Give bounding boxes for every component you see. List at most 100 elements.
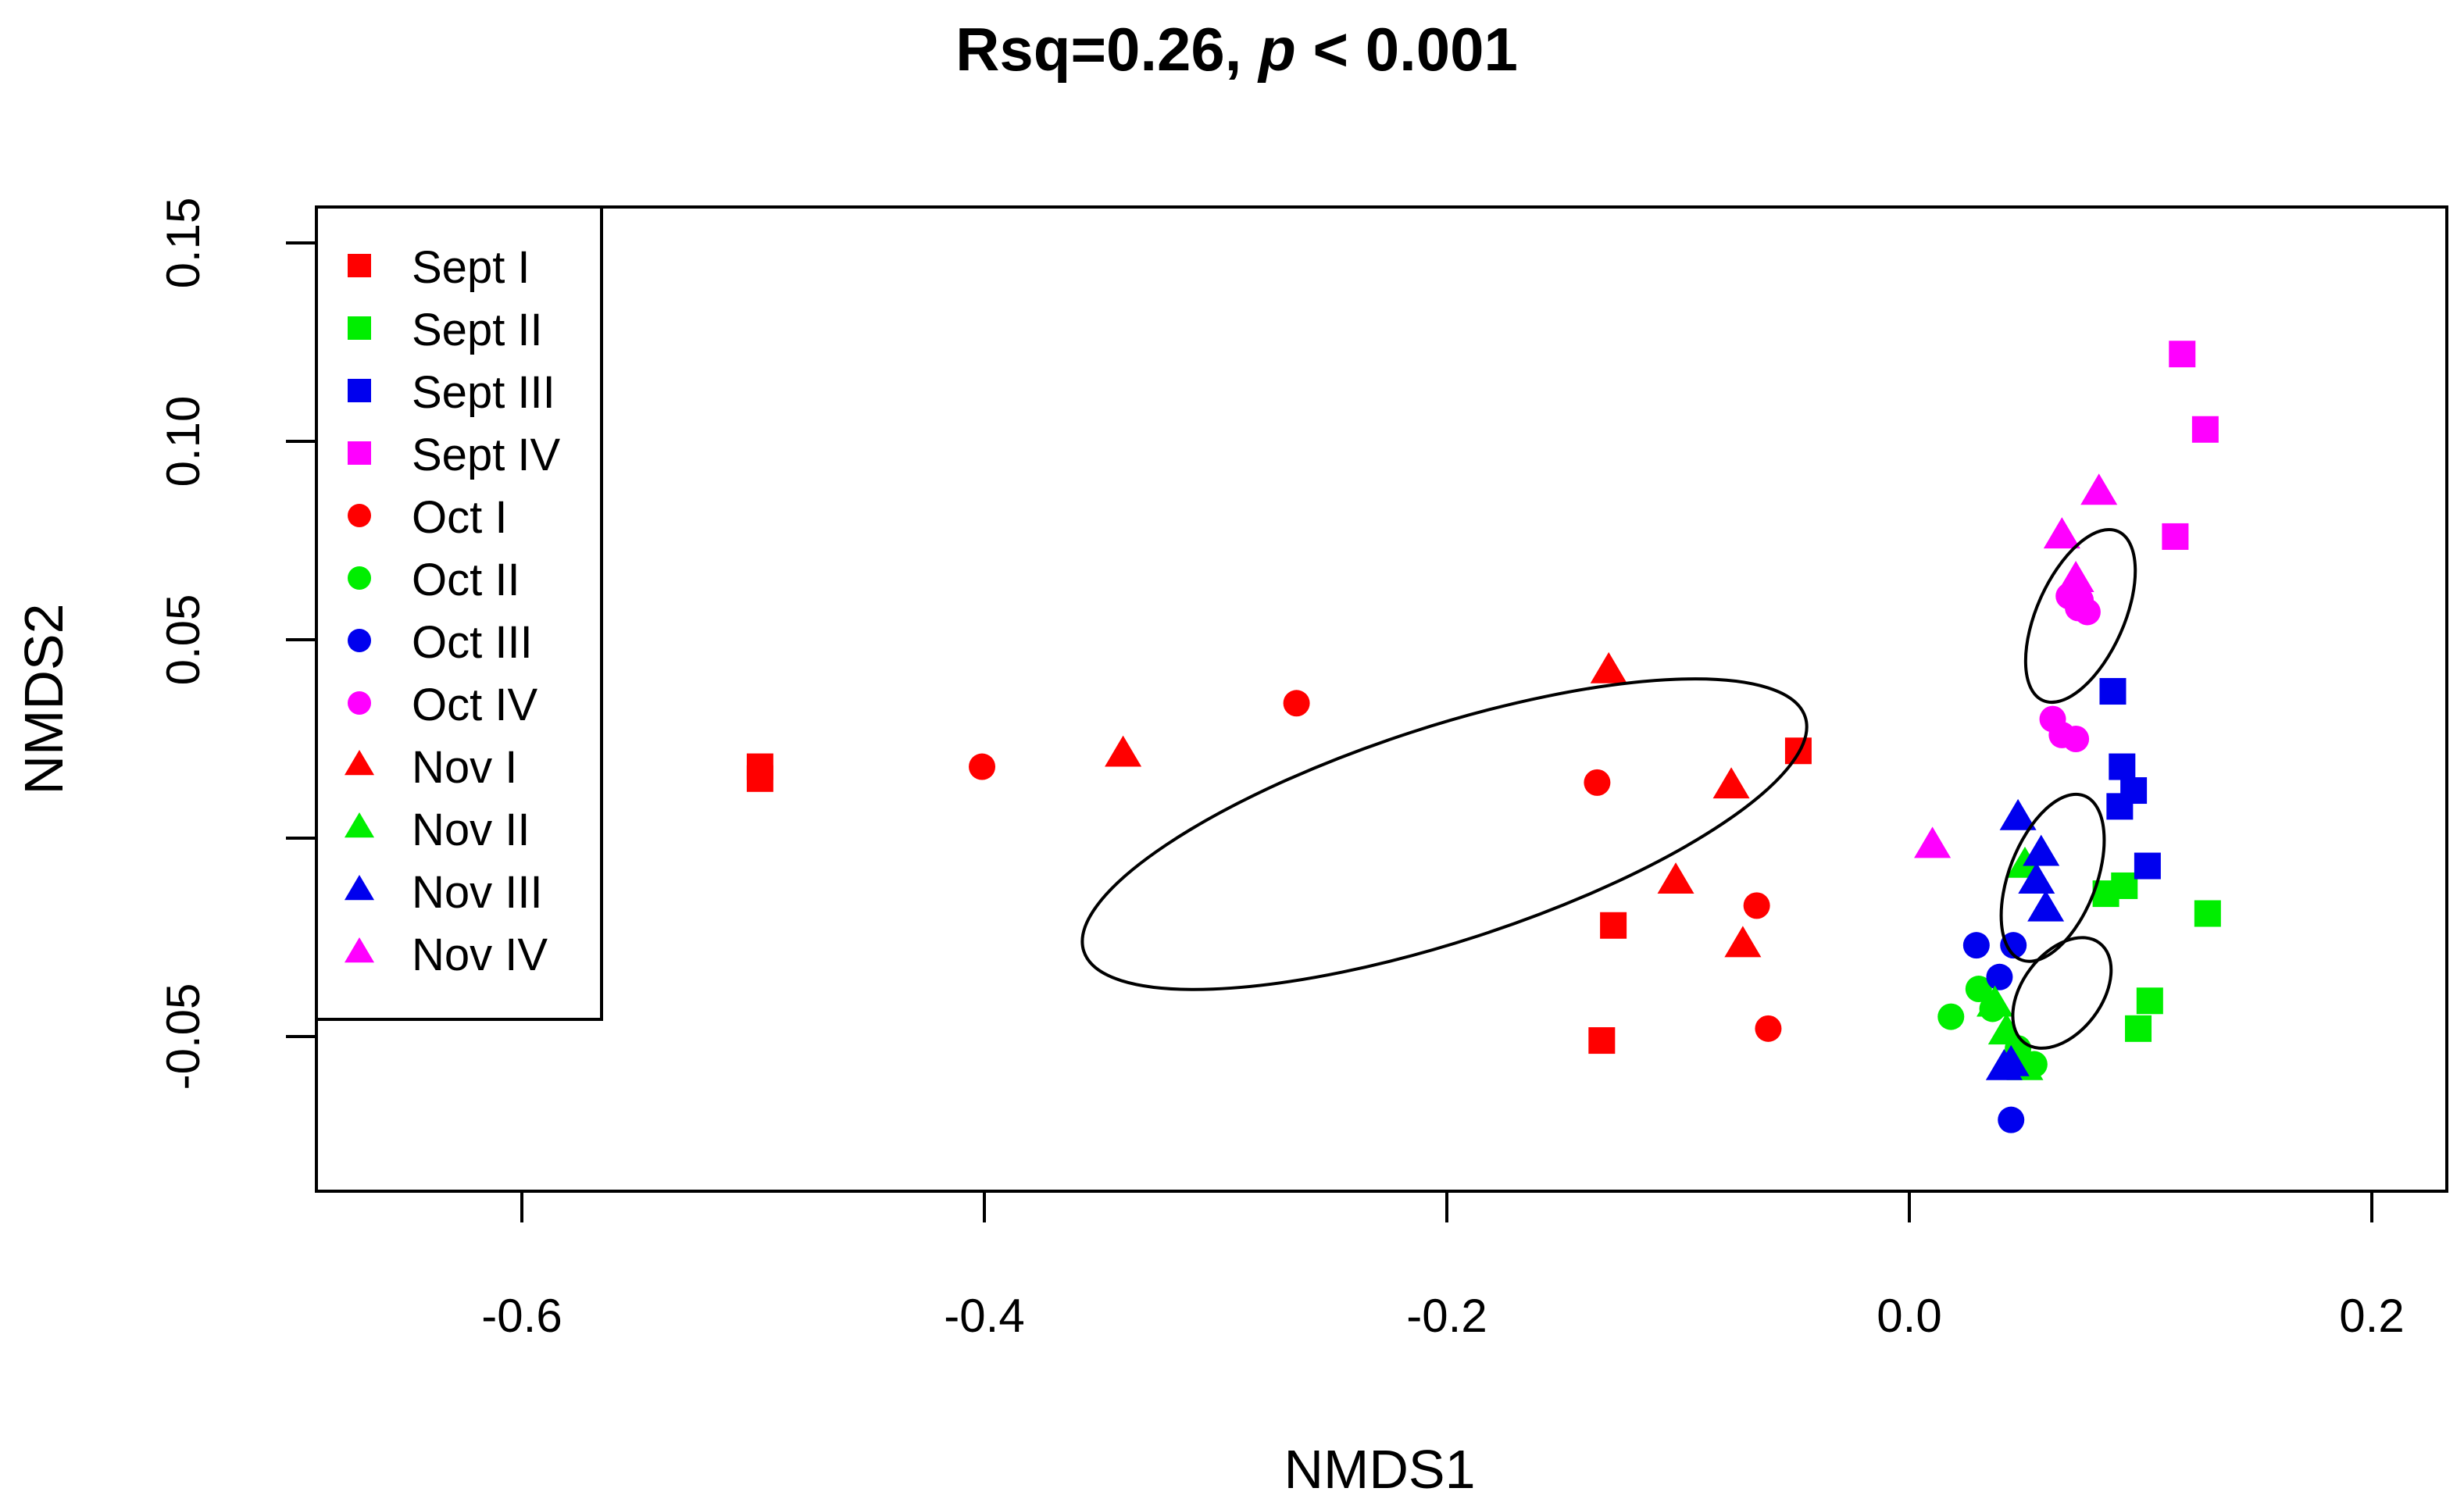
point-nov-iv-1 bbox=[1914, 826, 1952, 858]
point-oct-i-2 bbox=[1283, 690, 1310, 717]
x-tick-label-5: 0.2 bbox=[2339, 1290, 2404, 1342]
legend-marker-sept-iv bbox=[348, 441, 371, 465]
point-nov-i-3 bbox=[1712, 767, 1750, 799]
chart-title-prefix: Rsq=0.26, bbox=[955, 15, 1259, 84]
legend-label-sept-i: Sept I bbox=[412, 242, 530, 293]
legend-item-sept-i: Sept I bbox=[348, 242, 530, 293]
legend-item-sept-iii: Sept III bbox=[348, 367, 555, 418]
series-oct-i bbox=[969, 690, 1782, 1042]
legend: Sept I Sept II Sept III Sept IV Oct I Oct II O… bbox=[315, 205, 603, 1021]
legend-label-sept-iv: Sept IV bbox=[412, 430, 561, 480]
y-tick-label-5: 0.15 bbox=[157, 198, 209, 289]
point-nov-iv-4 bbox=[2057, 561, 2094, 592]
ellipse-3 bbox=[1999, 792, 2106, 963]
point-nov-iii-1 bbox=[1999, 798, 2037, 830]
series-sept-iv bbox=[2162, 341, 2219, 550]
legend-item-nov-iii: Nov III bbox=[344, 867, 543, 918]
series-nov-i bbox=[1105, 651, 1762, 958]
point-sept-iii-2 bbox=[2109, 753, 2136, 780]
legend-marker-oct-i bbox=[348, 504, 371, 527]
point-sept-iii-5 bbox=[2134, 852, 2161, 880]
x-axis-label: NMDS1 bbox=[1284, 1439, 1475, 1500]
ellipse-4 bbox=[2011, 936, 2113, 1050]
point-oct-i-4 bbox=[1743, 892, 1770, 919]
legend-label-sept-ii: Sept II bbox=[412, 305, 543, 355]
legend-marker-nov-ii bbox=[344, 812, 375, 838]
legend-marker-sept-i bbox=[348, 254, 371, 277]
point-nov-iii-2 bbox=[2023, 834, 2060, 866]
x-tick-label-4: 0.0 bbox=[1877, 1290, 1941, 1342]
point-nov-ii-2 bbox=[1977, 985, 2014, 1017]
legend-label-nov-iv: Nov IV bbox=[412, 930, 548, 980]
point-sept-iii-4 bbox=[2106, 793, 2134, 820]
legend-marker-oct-iv bbox=[348, 691, 371, 715]
legend-item-sept-iv: Sept IV bbox=[348, 430, 561, 480]
chart-title-italic: p bbox=[1257, 15, 1296, 84]
point-sept-iv-3 bbox=[2162, 523, 2189, 550]
legend-item-oct-ii: Oct II bbox=[348, 555, 520, 605]
y-tick-label-3: 0.05 bbox=[157, 594, 209, 686]
series-nov-iv bbox=[1914, 473, 2118, 858]
series-sept-iii bbox=[2099, 678, 2161, 880]
chart-title-suffix: < 0.001 bbox=[1296, 15, 1518, 84]
x-tick-label-3: -0.2 bbox=[1406, 1290, 1487, 1342]
point-sept-iii-1 bbox=[2099, 678, 2127, 705]
series-oct-iii bbox=[1962, 932, 2027, 1133]
point-sept-ii-2 bbox=[2111, 872, 2138, 899]
legend-item-nov-ii: Nov II bbox=[344, 805, 530, 855]
legend-marker-sept-iii bbox=[348, 379, 371, 402]
chart-title: Rsq=0.26, p < 0.001 bbox=[955, 15, 1518, 84]
point-nov-i-2 bbox=[1590, 651, 1627, 683]
point-sept-i-4 bbox=[1600, 912, 1627, 939]
point-oct-iv-7 bbox=[2065, 594, 2092, 622]
y-axis-label: NMDS2 bbox=[13, 603, 74, 794]
point-oct-i-1 bbox=[969, 753, 996, 780]
x-tick-label-2: -0.4 bbox=[944, 1290, 1024, 1342]
point-nov-iii-6 bbox=[1992, 1044, 2030, 1076]
legend-item-nov-iv: Nov IV bbox=[344, 930, 548, 980]
ellipse-layer bbox=[1080, 527, 2137, 1050]
plot-frame bbox=[315, 205, 2448, 1193]
legend-label-nov-i: Nov I bbox=[412, 742, 517, 793]
point-oct-iv-3 bbox=[2062, 726, 2090, 752]
legend-label-oct-iii: Oct III bbox=[412, 617, 533, 668]
point-oct-i-3 bbox=[1584, 769, 1611, 796]
point-nov-iii-4 bbox=[2027, 890, 2065, 922]
plot-data-layer bbox=[746, 341, 2221, 1133]
point-nov-ii-3 bbox=[1987, 1013, 2025, 1045]
legend-item-oct-iii: Oct III bbox=[348, 617, 533, 668]
point-oct-ii-1 bbox=[1937, 1003, 1965, 1030]
legend-label-oct-i: Oct I bbox=[412, 492, 507, 543]
legend-label-oct-iv: Oct IV bbox=[412, 680, 537, 730]
point-nov-i-4 bbox=[1657, 862, 1694, 894]
point-sept-ii-4 bbox=[2125, 1015, 2152, 1042]
series-oct-iv bbox=[2039, 583, 2101, 752]
point-sept-ii-3 bbox=[2136, 987, 2163, 1015]
legend-label-oct-ii: Oct II bbox=[412, 555, 520, 605]
series-nov-iii bbox=[1985, 798, 2065, 1080]
legend-label-sept-iii: Sept III bbox=[412, 367, 555, 418]
ellipse-1 bbox=[1080, 677, 1809, 991]
point-sept-iv-2 bbox=[2191, 416, 2219, 443]
point-oct-iii-3 bbox=[2000, 932, 2027, 959]
point-nov-i-1 bbox=[1105, 735, 1142, 767]
point-oct-iii-2 bbox=[1986, 963, 2013, 990]
point-sept-ii-5 bbox=[2194, 900, 2221, 927]
point-sept-i-3 bbox=[1588, 1027, 1616, 1055]
legend-marker-sept-ii bbox=[348, 316, 371, 340]
series-sept-ii bbox=[2092, 872, 2221, 1042]
legend-marker-nov-iii bbox=[344, 874, 375, 901]
y-tick-label-1: -0.05 bbox=[157, 983, 209, 1090]
legend-label-nov-ii: Nov II bbox=[412, 805, 530, 855]
point-nov-iv-3 bbox=[2080, 473, 2118, 505]
legend-item-oct-iv: Oct IV bbox=[348, 680, 537, 730]
point-oct-i-5 bbox=[1755, 1015, 1782, 1042]
legend-marker-nov-i bbox=[344, 749, 375, 776]
point-nov-iv-2 bbox=[2043, 517, 2080, 549]
legend-label-nov-iii: Nov III bbox=[412, 867, 543, 918]
x-tick-label-1: -0.6 bbox=[481, 1290, 562, 1342]
legend-item-nov-i: Nov I bbox=[344, 742, 517, 793]
ellipse-2 bbox=[2023, 527, 2137, 705]
point-oct-iii-1 bbox=[1962, 932, 1990, 959]
